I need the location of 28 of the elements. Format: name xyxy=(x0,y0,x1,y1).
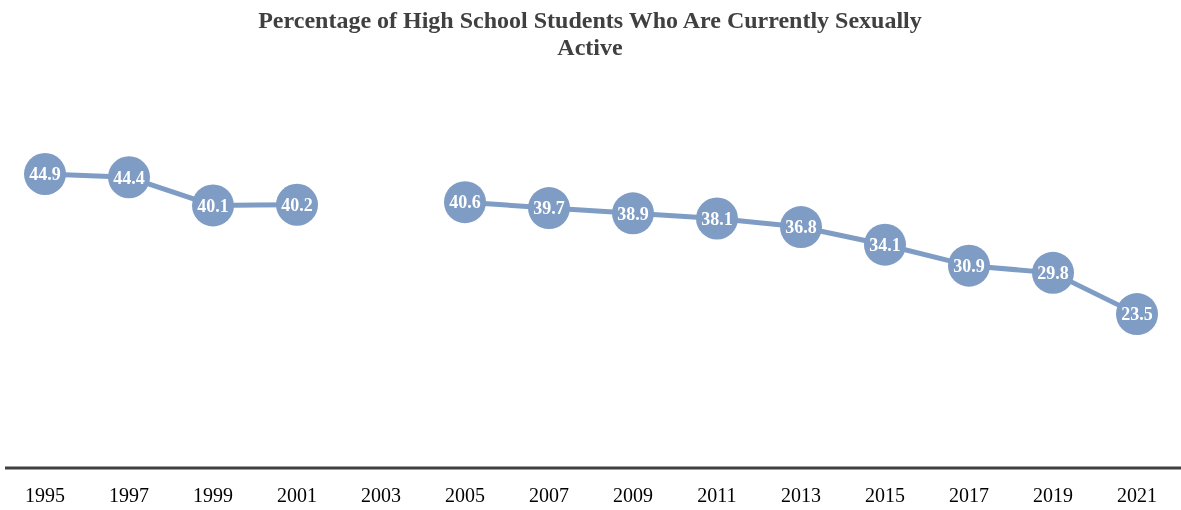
x-tick-label: 2003 xyxy=(361,484,401,506)
data-label: 40.6 xyxy=(449,192,481,213)
chart-title: Percentage of High School Students Who Are Currently Sexually Active xyxy=(258,7,922,60)
x-tick-label: 2017 xyxy=(949,484,989,506)
data-label: 30.9 xyxy=(953,255,985,276)
x-tick-label: 2007 xyxy=(529,484,569,506)
x-tick-label: 2021 xyxy=(1117,484,1157,506)
data-label: 40.2 xyxy=(281,195,313,216)
x-tick-label: 2011 xyxy=(697,484,737,506)
data-label: 38.9 xyxy=(617,203,649,224)
x-tick-label: 2005 xyxy=(445,484,485,506)
data-label: 44.4 xyxy=(113,167,145,188)
x-tick-label: 1999 xyxy=(193,484,233,506)
x-tick-label: 1995 xyxy=(25,484,65,506)
data-label: 23.5 xyxy=(1121,304,1153,325)
x-tick-label: 2019 xyxy=(1033,484,1073,506)
x-tick-label: 1997 xyxy=(109,484,149,506)
x-tick-label: 2001 xyxy=(277,484,317,506)
data-label: 38.1 xyxy=(701,208,733,229)
data-label: 29.8 xyxy=(1037,263,1069,284)
data-label: 39.7 xyxy=(533,198,565,219)
data-label: 44.9 xyxy=(29,164,61,185)
data-label: 40.1 xyxy=(197,195,229,216)
x-tick-label: 2009 xyxy=(613,484,653,506)
data-label: 36.8 xyxy=(785,217,817,238)
data-label: 34.1 xyxy=(869,235,901,256)
x-tick-label: 2015 xyxy=(865,484,905,506)
x-tick-label: 2013 xyxy=(781,484,821,506)
